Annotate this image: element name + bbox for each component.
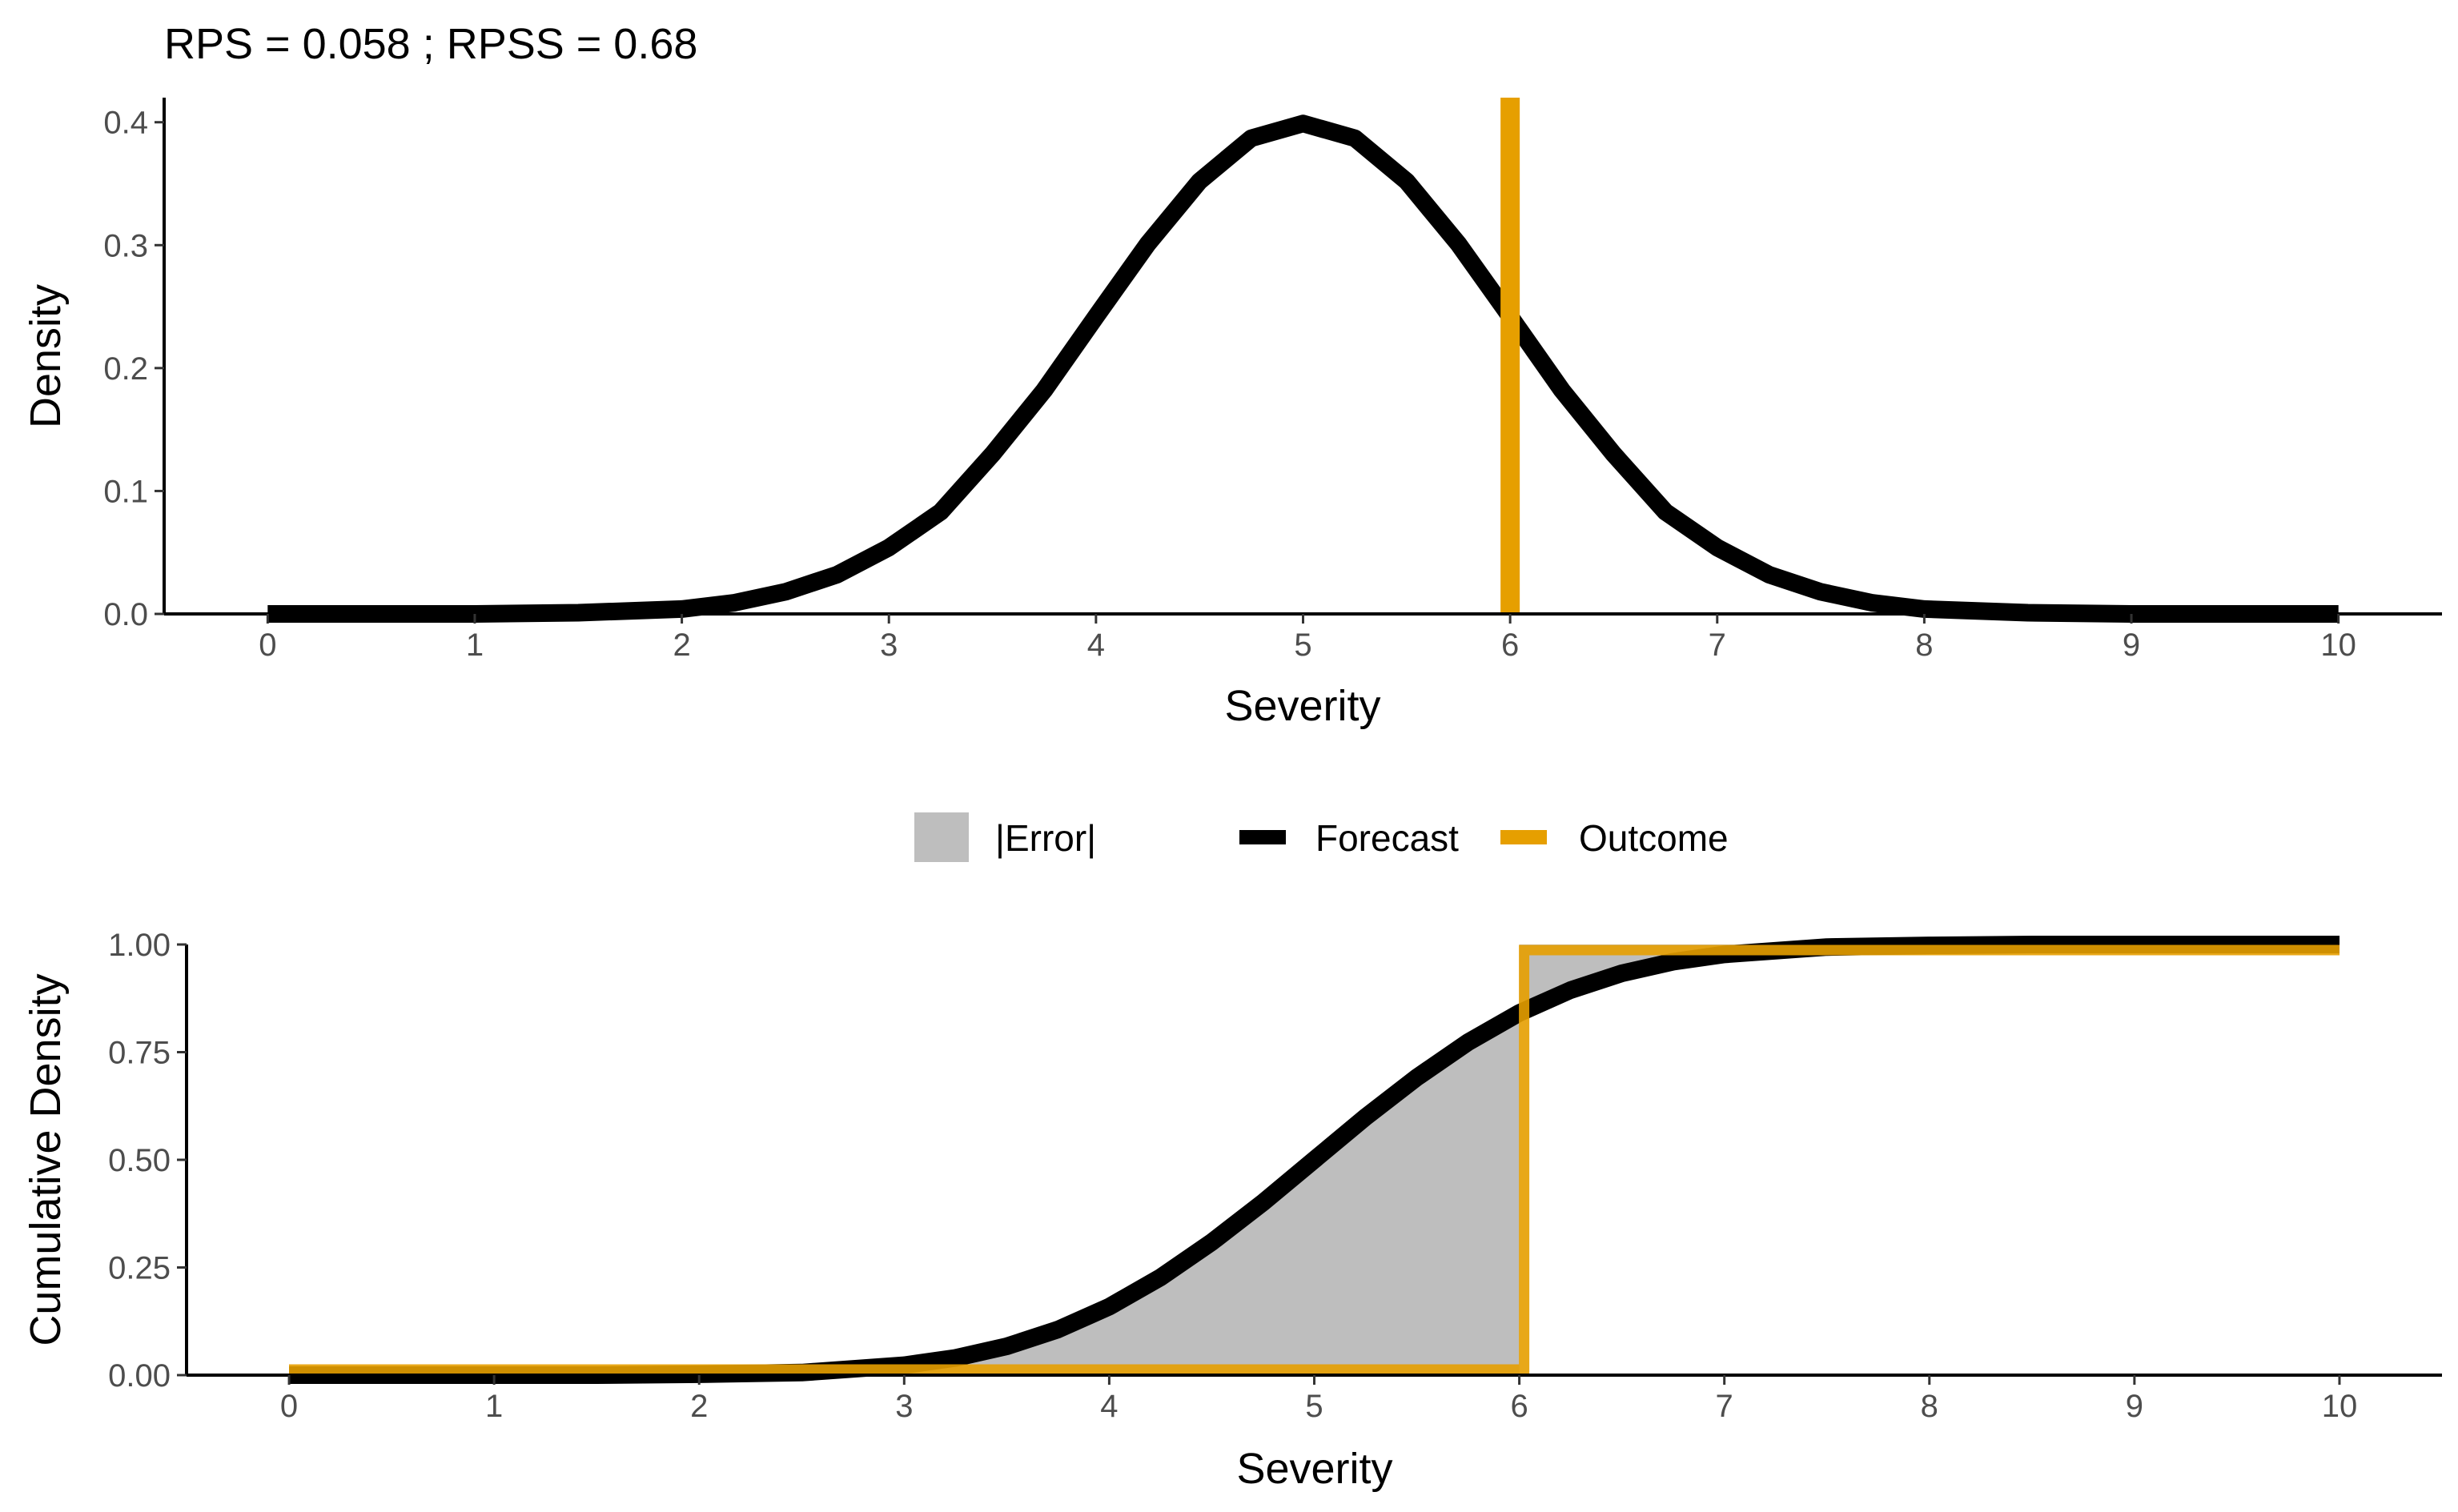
density-y-tick-label: 0.2 [103, 351, 148, 387]
density-y-ticks: 0.0 0.1 0.2 0.3 0.4 [103, 106, 164, 632]
density-lines [267, 98, 2339, 623]
legend-label-error: |Error| [995, 817, 1096, 859]
cumulative-x-tick-label: 8 [1921, 1389, 1938, 1424]
density-x-ticks: 0 1 2 3 4 5 6 7 8 9 10 [259, 614, 2356, 663]
density-x-tick-label: 0 [259, 628, 276, 663]
cumulative-x-tick-label: 0 [280, 1389, 298, 1424]
cumulative-lines [289, 936, 2340, 1384]
density-x-tick-label: 1 [466, 628, 484, 663]
density-x-tick-label: 9 [2123, 628, 2140, 663]
cumulative-y-tick-label: 0.75 [108, 1036, 171, 1071]
legend-key-forecast [1239, 830, 1286, 844]
cumulative-x-tick-label: 1 [485, 1389, 503, 1424]
cumulative-x-tick-label: 6 [1510, 1389, 1528, 1424]
density-y-tick-label: 0.1 [103, 474, 148, 509]
density-x-tick-label: 4 [1087, 628, 1105, 663]
cumulative-panel: 0 1 2 3 4 5 6 7 8 9 10 0.00 0.25 0.50 0.75 1.00 Severi… [22, 928, 2442, 1493]
cumulative-y-tick-label: 0.50 [108, 1143, 171, 1178]
cumulative-x-tick-label: 5 [1305, 1389, 1323, 1424]
cumulative-x-ticks: 0 1 2 3 4 5 6 7 8 9 10 [280, 1375, 2357, 1424]
density-x-tick-label: 3 [880, 628, 898, 663]
density-x-tick-label: 2 [673, 628, 690, 663]
density-y-axis-title: Density [22, 284, 70, 428]
cumulative-x-tick-label: 2 [690, 1389, 708, 1424]
density-panel: 0 1 2 3 4 5 6 7 8 9 10 0.0 0.1 0.2 0.3 0.4 Severity De… [22, 98, 2442, 730]
legend: |Error| Forecast Outcome [914, 812, 1729, 862]
density-x-tick-label: 6 [1501, 628, 1519, 663]
legend-key-outcome [1500, 830, 1547, 844]
cumulative-y-tick-label: 1.00 [108, 928, 171, 963]
density-x-tick-label: 10 [2320, 628, 2356, 663]
cumulative-x-tick-label: 3 [895, 1389, 913, 1424]
cumulative-x-tick-label: 7 [1716, 1389, 1733, 1424]
density-x-tick-label: 7 [1709, 628, 1726, 663]
density-x-tick-label: 8 [1915, 628, 1933, 663]
outcome-step-line [289, 944, 2340, 1375]
cumulative-y-tick-label: 0.00 [108, 1358, 171, 1394]
density-y-tick-label: 0.3 [103, 228, 148, 263]
forecast-density-line [267, 114, 2339, 623]
cumulative-y-tick-label: 0.25 [108, 1251, 171, 1286]
cumulative-x-tick-label: 4 [1100, 1389, 1118, 1424]
cumulative-x-tick-label: 9 [2126, 1389, 2143, 1424]
error-area-below [289, 1013, 1520, 1375]
plot-title: RPS = 0.058 ; RPSS = 0.68 [164, 20, 697, 68]
legend-key-error [914, 812, 969, 862]
cumulative-x-tick-label: 10 [2322, 1389, 2358, 1424]
cumulative-y-ticks: 0.00 0.25 0.50 0.75 1.00 [108, 928, 187, 1394]
legend-label-outcome: Outcome [1579, 817, 1729, 859]
cumulative-x-axis-title: Severity [1236, 1445, 1392, 1493]
cumulative-y-axis-title: Cumulative Density [22, 973, 70, 1346]
legend-label-forecast: Forecast [1315, 817, 1459, 859]
density-y-tick-label: 0.4 [103, 106, 148, 141]
density-x-axis-title: Severity [1224, 682, 1380, 730]
density-x-tick-label: 5 [1294, 628, 1311, 663]
density-y-tick-label: 0.0 [103, 597, 148, 632]
